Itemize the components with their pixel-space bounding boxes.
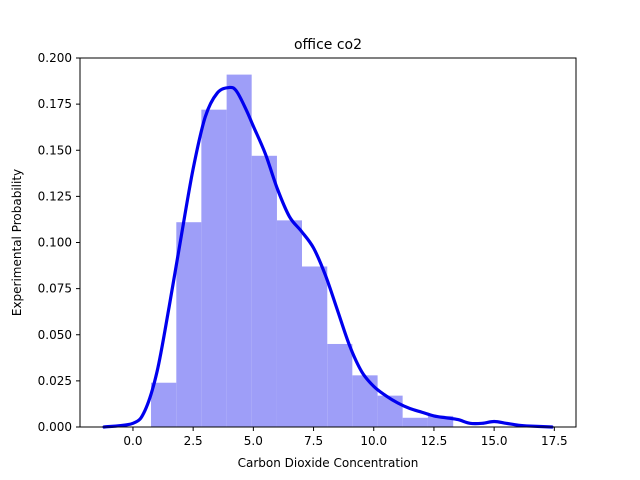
- histogram-bar-6: [301, 266, 328, 427]
- x-tick-label: 7.5: [304, 434, 323, 448]
- y-axis-label: Experimental Probability: [10, 169, 24, 316]
- x-tick-label: 2.5: [184, 434, 203, 448]
- y-tick-label: 0.025: [38, 374, 72, 388]
- x-tick-label: 10.0: [360, 434, 387, 448]
- x-tick-label: 5.0: [244, 434, 263, 448]
- y-tick-label: 0.050: [38, 328, 72, 342]
- x-tick-label: 0.0: [123, 434, 142, 448]
- histogram-bar-11: [427, 415, 454, 427]
- y-tick-label: 0.200: [38, 51, 72, 65]
- y-tick-label: 0.075: [38, 282, 72, 296]
- histogram-bar-3: [226, 74, 252, 427]
- kde-curve: [102, 85, 554, 429]
- x-axis-ticks: 0.0 2.5 5.0 7.5 10.0 12.5 15.0 17.5: [123, 427, 568, 448]
- y-tick-label: 0.175: [38, 97, 72, 111]
- x-tick-label: 15.0: [481, 434, 508, 448]
- histogram-bar-9: [377, 395, 403, 427]
- y-tick-label: 0.000: [38, 420, 72, 434]
- chart-title: office co2: [294, 37, 362, 53]
- histogram-bar-2: [201, 109, 227, 427]
- x-tick-label: 17.5: [541, 434, 568, 448]
- histogram-bar-4: [251, 155, 277, 427]
- y-tick-label: 0.125: [38, 189, 72, 203]
- histogram-bar-5: [276, 220, 302, 427]
- histogram-bar-10: [402, 417, 428, 427]
- y-tick-label: 0.150: [38, 143, 72, 157]
- x-axis-label: Carbon Dioxide Concentration: [238, 456, 419, 470]
- histogram-bar-7: [327, 343, 353, 427]
- histogram-bar-8: [352, 375, 378, 427]
- histogram-bars: [151, 74, 454, 427]
- x-tick-label: 12.5: [421, 434, 448, 448]
- kde-layer: [102, 85, 554, 429]
- histogram-bar-0: [151, 382, 177, 427]
- y-tick-label: 0.100: [38, 236, 72, 250]
- histogram-bar-1: [176, 222, 202, 427]
- y-axis-ticks: 0.000 0.025 0.050 0.075 0.100 0.125 0.150 0.175…: [38, 51, 80, 434]
